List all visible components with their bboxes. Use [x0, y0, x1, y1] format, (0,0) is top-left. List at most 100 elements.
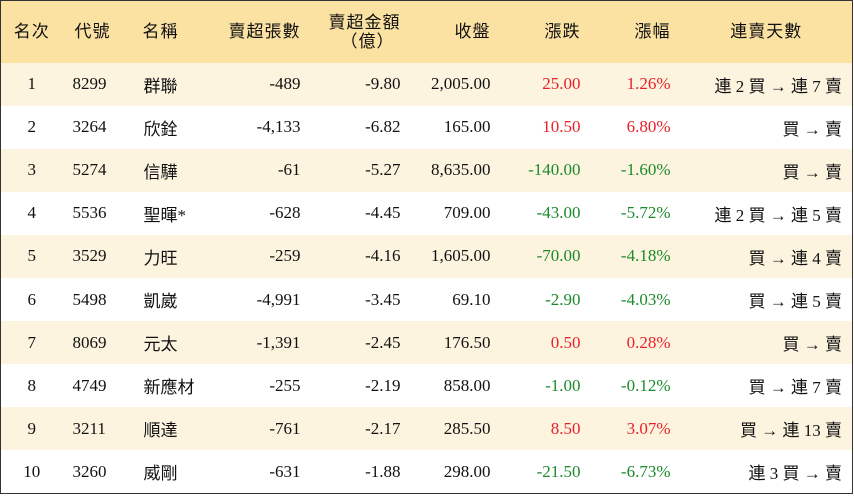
table-cell: 8299 — [72, 74, 107, 94]
table-cell: -70.00 — [536, 246, 581, 266]
table-cell: -4.45 — [365, 203, 401, 223]
table-cell: -4,133 — [256, 117, 301, 137]
table-cell: -2.17 — [365, 418, 401, 438]
table-cell: -255 — [269, 375, 301, 395]
header-row: 名次 代號 名稱 賣超張數 賣超金額 （億） 收盤 漲跌 漲幅 連賣天數 — [0, 0, 853, 63]
table-row: 2 3264 欣銓 -4,133 -6.82 165.00 10.50 6.80% 買 → 賣 — [0, 105, 853, 149]
table-cell: 3260 — [72, 461, 107, 481]
table-cell: 10.50 — [542, 117, 581, 137]
table-cell: 8,635.00 — [431, 160, 491, 180]
header-text: 賣超金額 — [328, 12, 401, 32]
table-cell: -6.82 — [365, 117, 401, 137]
table-cell: -489 — [269, 74, 301, 94]
table-cell: 5 — [27, 246, 37, 266]
table-row: 8 4749 新應材 -255 -2.19 858.00 -1.00 -0.12% 買 → 連 … — [0, 364, 853, 408]
table-cell: 買 → 賣 — [782, 162, 843, 182]
table-cell: 威剛 — [143, 464, 178, 484]
table-cell: 8069 — [72, 332, 107, 352]
table-cell: 858.00 — [443, 375, 491, 395]
table-cell: 買 → 連 5 賣 — [748, 292, 843, 312]
table-row: 9 3211 順達 -761 -2.17 285.50 8.50 3.07% 買 → 連 13 … — [0, 407, 853, 451]
table-cell: -761 — [269, 418, 301, 438]
table-cell: -4.03% — [620, 289, 671, 309]
table-cell: -4.16 — [365, 246, 401, 266]
table-cell: 買 → 連 7 賣 — [748, 378, 843, 398]
table-row: 1 8299 群聯 -489 -9.80 2,005.00 25.00 1.26% 連 2 買 … — [0, 62, 853, 106]
table-cell: -21.50 — [536, 461, 581, 481]
table-cell: 元太 — [143, 335, 178, 355]
table-cell: -2.90 — [545, 289, 581, 309]
table-cell: -9.80 — [365, 74, 401, 94]
table-cell: 1,605.00 — [431, 246, 491, 266]
table-cell: 0.28% — [626, 332, 671, 352]
table-cell: 3.07% — [626, 418, 671, 438]
table-cell: 6.80% — [626, 117, 671, 137]
table-cell: 3529 — [72, 246, 107, 266]
table-cell: 信驊 — [143, 162, 178, 182]
table-cell: -6.73% — [620, 461, 671, 481]
table-cell: -259 — [269, 246, 301, 266]
table-cell: 2,005.00 — [431, 74, 491, 94]
table-cell: 順達 — [143, 421, 178, 441]
table-row: 4 5536 聖暉* -628 -4.45 709.00 -43.00 -5.72% 連 2 買… — [0, 191, 853, 235]
table-cell: -5.72% — [620, 203, 671, 223]
header-cell: 漲跌 — [544, 22, 581, 42]
header-cell: 連賣天數 — [730, 22, 803, 42]
table-row: 3 5274 信驊 -61 -5.27 8,635.00 -140.00 -1.60% 買 → … — [0, 148, 853, 192]
table-cell: -2.19 — [365, 375, 401, 395]
table-cell: -1.60% — [620, 160, 671, 180]
table-cell: 8.50 — [550, 418, 581, 438]
table-cell: 買 → 賣 — [782, 119, 843, 139]
table-cell: 6 — [27, 289, 37, 309]
table-cell: 7 — [27, 332, 37, 352]
header-cell: 收盤 — [454, 22, 491, 42]
table-cell: -631 — [269, 461, 301, 481]
table-cell: 2 — [27, 117, 37, 137]
header-cell: 名稱 — [142, 22, 179, 42]
table-cell: -2.45 — [365, 332, 401, 352]
table-cell: -3.45 — [365, 289, 401, 309]
table-cell: 8 — [27, 375, 37, 395]
table-cell: 9 — [27, 418, 37, 438]
header-cell: 賣超金額 （億） — [311, 1, 411, 63]
header-cell: 名次 — [13, 22, 50, 42]
table-cell: 4 — [27, 203, 37, 223]
table-cell: -4,991 — [256, 289, 301, 309]
header-unit: （億） — [340, 31, 395, 51]
table-cell: 買 → 連 4 賣 — [748, 248, 843, 268]
table-cell: 0.50 — [550, 332, 581, 352]
table-cell: -4.18% — [620, 246, 671, 266]
table-cell: 3211 — [72, 418, 106, 438]
table-cell: -0.12% — [620, 375, 671, 395]
table-cell: 1.26% — [626, 74, 671, 94]
table-cell: -1.00 — [545, 375, 581, 395]
table-cell: 連 3 買 → 賣 — [748, 464, 843, 484]
header-cell: 漲幅 — [634, 22, 671, 42]
table-cell: -43.00 — [536, 203, 581, 223]
table-cell: 5274 — [72, 160, 107, 180]
table-cell: 5536 — [72, 203, 107, 223]
table-cell: -628 — [269, 203, 301, 223]
table-cell: 1 — [27, 74, 37, 94]
header-cell: 代號 — [74, 22, 111, 42]
table-row: 10 3260 威剛 -631 -1.88 298.00 -21.50 -6.73% 連 3 買… — [0, 450, 853, 494]
table-cell: 力旺 — [143, 248, 178, 268]
table-cell: 欣銓 — [143, 119, 178, 139]
table-cell: 69.10 — [452, 289, 491, 309]
table-cell: 4749 — [72, 375, 107, 395]
table-cell: 群聯 — [143, 76, 178, 96]
table-header: 名次 代號 名稱 賣超張數 賣超金額 （億） 收盤 漲跌 漲幅 連賣天數 — [0, 0, 853, 63]
table-cell: -61 — [277, 160, 301, 180]
table-cell: -5.27 — [365, 160, 401, 180]
table-cell: -140.00 — [528, 160, 581, 180]
table-row: 6 5498 凱崴 -4,991 -3.45 69.10 -2.90 -4.03% 買 → 連 … — [0, 277, 853, 322]
table-cell: 凱崴 — [143, 292, 178, 312]
table-cell: -1,391 — [256, 332, 301, 352]
table-cell: 709.00 — [443, 203, 491, 223]
table-cell: 5498 — [72, 289, 107, 309]
table-cell: 25.00 — [542, 74, 581, 94]
header-cell: 賣超張數 — [228, 22, 301, 42]
table-cell: 298.00 — [443, 461, 491, 481]
table-cell: 3264 — [72, 117, 107, 137]
